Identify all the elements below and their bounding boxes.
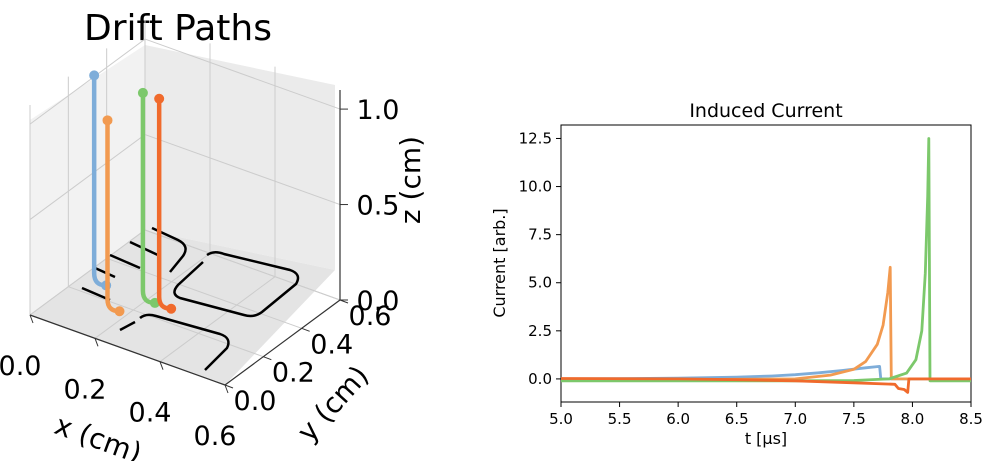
chart-title-2d: Induced Current xyxy=(689,100,842,122)
electrode-strip xyxy=(109,253,141,270)
current-series-3 xyxy=(561,137,971,383)
y-tick xyxy=(301,327,310,332)
current-series-4 xyxy=(560,377,971,394)
grid-line xyxy=(159,276,276,363)
grid-line xyxy=(29,229,146,316)
y-tick xyxy=(263,356,272,361)
electrode-strip xyxy=(94,266,116,279)
electrode-strip xyxy=(173,251,300,318)
y-tick-label: 0.0 xyxy=(528,370,552,388)
drift-paths-3d-chart: Drift Paths 0.00.20.40.60.00.20.40.60.00… xyxy=(0,8,427,461)
x-tick-label: 7.5 xyxy=(842,410,866,428)
drift-start-marker-1 xyxy=(89,70,100,81)
y-tick-label: 0.4 xyxy=(310,329,353,360)
current-series-2 xyxy=(560,265,971,382)
y-tick xyxy=(224,384,234,389)
x-tick-label: 0.4 xyxy=(129,398,172,429)
x-tick xyxy=(29,314,34,324)
drift-start-marker-3 xyxy=(137,87,148,98)
x-tick-label: 0.2 xyxy=(64,374,107,405)
grid-line xyxy=(144,229,341,301)
plot-frame xyxy=(560,124,972,403)
x-tick-label: 0.6 xyxy=(194,421,237,452)
grid-line xyxy=(68,286,264,358)
electrode-strip xyxy=(151,226,187,273)
z-axis-label-3d: z (cm) xyxy=(394,136,427,224)
y-tick-label: 7.5 xyxy=(528,226,552,244)
z-tick-label: 1.0 xyxy=(357,95,400,126)
current-series xyxy=(560,137,971,394)
drift-end-marker-4 xyxy=(166,303,177,314)
y-axis-label-2d: Current [arb.] xyxy=(490,208,509,317)
drift-end-marker-2 xyxy=(114,306,125,317)
x-tick-label: 5.5 xyxy=(608,410,632,428)
left-pane xyxy=(30,45,145,315)
y-tick-label: 12.5 xyxy=(519,129,552,147)
drift-start-marker-4 xyxy=(154,93,165,104)
x-axis-line xyxy=(29,314,226,386)
x-tick-label: 8.0 xyxy=(900,410,924,428)
y-tick-label: 0.0 xyxy=(234,386,277,417)
y-tick-label: 0.2 xyxy=(272,358,315,389)
y-tick-label: 10.0 xyxy=(519,178,552,196)
z-tick-label: 0.0 xyxy=(357,286,400,317)
x-tick-label: 8.5 xyxy=(959,410,983,428)
grid-line xyxy=(144,134,341,206)
chart-title-3d: Drift Paths xyxy=(84,8,272,49)
electrode-strip xyxy=(139,313,230,371)
axes-3d xyxy=(29,90,341,386)
x-tick xyxy=(94,338,99,347)
tick-labels-2d: 5.0 5.5 6.0 6.5 7.0 7.5 8.0 8.5 0.0 2.5 5.0 7.5 10.0… xyxy=(519,129,983,428)
grid-line xyxy=(106,257,302,329)
electrode-strip xyxy=(119,320,136,332)
induced-current-chart: Induced Current 5.0 5.5 6.0 6.5 7.0 7.5 8.0 8.5… xyxy=(490,100,983,448)
grid-line xyxy=(94,252,211,339)
grid-line xyxy=(29,38,146,125)
x-tick-label: 6.0 xyxy=(666,410,690,428)
z-tick-label: 0.5 xyxy=(357,191,400,222)
grid-line xyxy=(144,38,341,110)
x-axis-label-2d: t [μs] xyxy=(745,429,787,448)
y-axis-line xyxy=(224,299,341,386)
x-tick-label: 7.0 xyxy=(783,410,807,428)
x-tick-label: 5.0 xyxy=(549,410,573,428)
back-pane xyxy=(145,45,335,270)
x-tick-label: 0.0 xyxy=(0,351,41,382)
tick-labels-3d: 0.00.20.40.60.00.20.40.60.00.51.0 xyxy=(0,95,399,452)
y-tick-label: 0.6 xyxy=(349,301,392,332)
y-tick-label: 5.0 xyxy=(528,274,552,292)
x-tick xyxy=(224,384,229,394)
x-tick-label: 6.5 xyxy=(725,410,749,428)
drift-path-series xyxy=(89,70,177,317)
x-tick xyxy=(159,361,164,370)
y-tick-label: 2.5 xyxy=(528,322,552,340)
grid-line xyxy=(29,134,146,220)
electrodes xyxy=(81,226,300,371)
drift-start-marker-2 xyxy=(102,115,113,126)
